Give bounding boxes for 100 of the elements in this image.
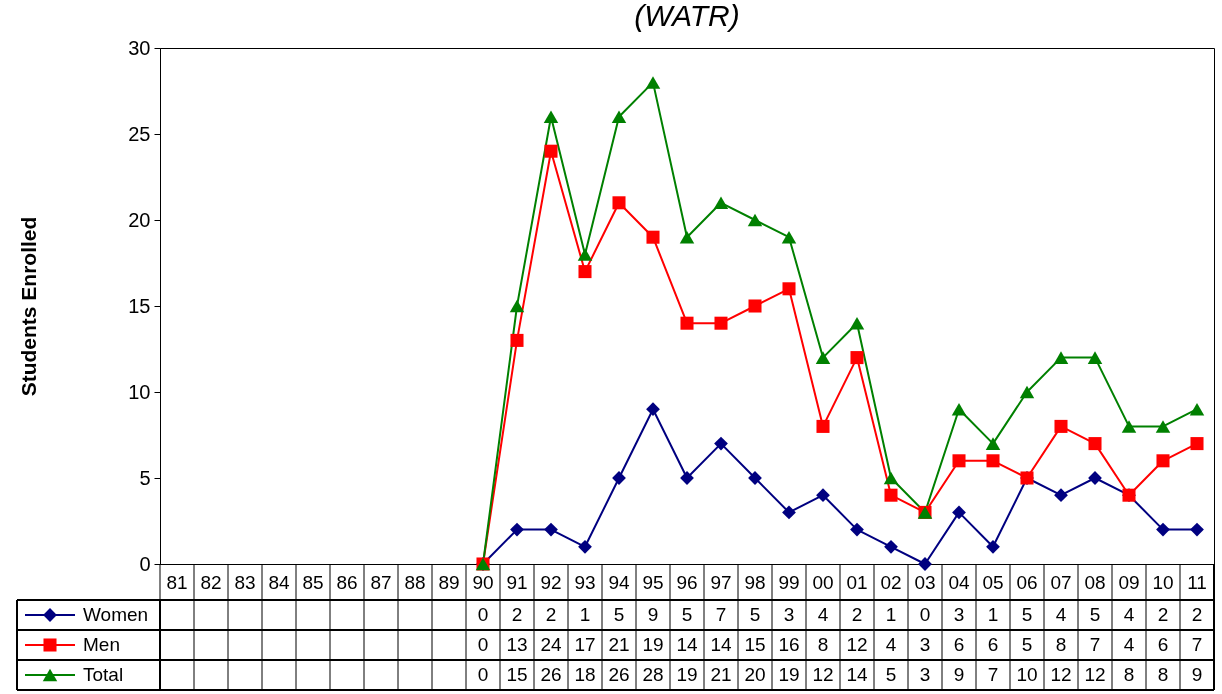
data-label: 2 xyxy=(511,604,523,625)
data-label: 4 xyxy=(1123,634,1135,655)
x-tick-label: 03 xyxy=(914,571,936,593)
data-label: 4 xyxy=(885,634,897,655)
point xyxy=(952,505,966,520)
point xyxy=(951,402,967,416)
x-tick-label: 10 xyxy=(1152,571,1174,593)
data-label: 7 xyxy=(987,664,999,685)
data-label: 21 xyxy=(710,664,732,685)
x-tick-label: 05 xyxy=(982,571,1004,593)
data-label: 8 xyxy=(1123,664,1135,685)
data-label: 7 xyxy=(1191,634,1203,655)
x-tick-label: 01 xyxy=(846,571,868,593)
data-label: 5 xyxy=(681,604,693,625)
data-label: 18 xyxy=(574,664,596,685)
point xyxy=(611,110,627,124)
data-label: 2 xyxy=(1191,604,1203,625)
point xyxy=(1053,351,1069,364)
data-label: 0 xyxy=(919,604,931,625)
data-label: 0 xyxy=(477,634,489,655)
point xyxy=(1019,385,1035,399)
y-tick-label: 30 xyxy=(128,36,151,59)
data-label: 3 xyxy=(783,604,795,625)
x-tick-label: 95 xyxy=(642,571,664,593)
data-label: 5 xyxy=(1021,634,1033,655)
data-label: 5 xyxy=(1021,604,1033,625)
point xyxy=(714,436,728,451)
data-label: 6 xyxy=(987,634,999,655)
point xyxy=(1121,420,1137,433)
data-label: 9 xyxy=(953,664,965,685)
point xyxy=(986,539,1000,554)
point xyxy=(1190,522,1204,537)
y-tick-label: 15 xyxy=(128,294,151,317)
point xyxy=(782,282,796,296)
data-label: 4 xyxy=(1055,604,1067,625)
x-tick-label: 09 xyxy=(1118,571,1140,593)
data-label: 6 xyxy=(953,634,965,655)
point xyxy=(1156,454,1170,468)
data-label: 20 xyxy=(744,664,766,685)
data-label: 12 xyxy=(1084,664,1106,685)
x-tick-label: 81 xyxy=(166,571,188,593)
point xyxy=(986,454,1000,468)
data-label: 12 xyxy=(1050,664,1072,685)
x-tick-label: 93 xyxy=(574,571,596,593)
data-label: 26 xyxy=(608,664,630,685)
legend-label: Total xyxy=(83,664,124,685)
point xyxy=(815,351,831,364)
point xyxy=(1087,351,1103,364)
legend-label: Women xyxy=(83,604,149,625)
data-label: 3 xyxy=(953,604,965,625)
data-label: 5 xyxy=(1089,604,1101,625)
data-label: 2 xyxy=(851,604,863,625)
data-label: 14 xyxy=(846,664,868,685)
x-tick-label: 04 xyxy=(948,571,970,593)
point xyxy=(985,437,1001,450)
data-label: 4 xyxy=(1123,604,1135,625)
point xyxy=(1054,419,1068,433)
point xyxy=(816,419,830,433)
point xyxy=(510,522,524,537)
point xyxy=(849,316,865,330)
data-label: 9 xyxy=(1191,664,1203,685)
point xyxy=(748,299,762,313)
point xyxy=(816,488,830,503)
x-tick-label: 97 xyxy=(710,571,732,593)
chart-title: (WATR) xyxy=(634,0,740,32)
data-label: 0 xyxy=(477,604,489,625)
point xyxy=(884,539,898,554)
point xyxy=(782,505,796,520)
data-label: 1 xyxy=(987,604,999,625)
point xyxy=(1088,437,1102,451)
data-label: 3 xyxy=(919,664,931,685)
data-label: 1 xyxy=(885,604,897,625)
point xyxy=(1155,420,1171,433)
data-label: 15 xyxy=(744,634,766,655)
x-tick-label: 86 xyxy=(336,571,358,593)
point xyxy=(679,230,695,244)
data-label: 13 xyxy=(506,634,528,655)
data-label: 8 xyxy=(1157,664,1169,685)
point xyxy=(713,196,729,210)
data-label: 8 xyxy=(817,634,829,655)
data-label: 26 xyxy=(540,664,562,685)
data-label: 0 xyxy=(477,664,489,685)
point xyxy=(646,402,660,417)
x-tick-label: 89 xyxy=(438,571,460,593)
point xyxy=(952,454,966,468)
point xyxy=(1156,522,1170,537)
data-label: 24 xyxy=(540,634,562,655)
data-label: 2 xyxy=(545,604,557,625)
x-tick-label: 96 xyxy=(676,571,698,593)
point xyxy=(714,316,728,330)
data-label: 19 xyxy=(642,634,664,655)
point xyxy=(680,316,694,330)
point xyxy=(578,539,592,554)
point xyxy=(543,110,559,124)
data-label: 16 xyxy=(778,634,800,655)
y-axis-title: Students Enrolled xyxy=(17,216,41,397)
data-label: 5 xyxy=(613,604,625,625)
data-label: 28 xyxy=(642,664,664,685)
point xyxy=(747,213,763,227)
point xyxy=(646,230,660,244)
